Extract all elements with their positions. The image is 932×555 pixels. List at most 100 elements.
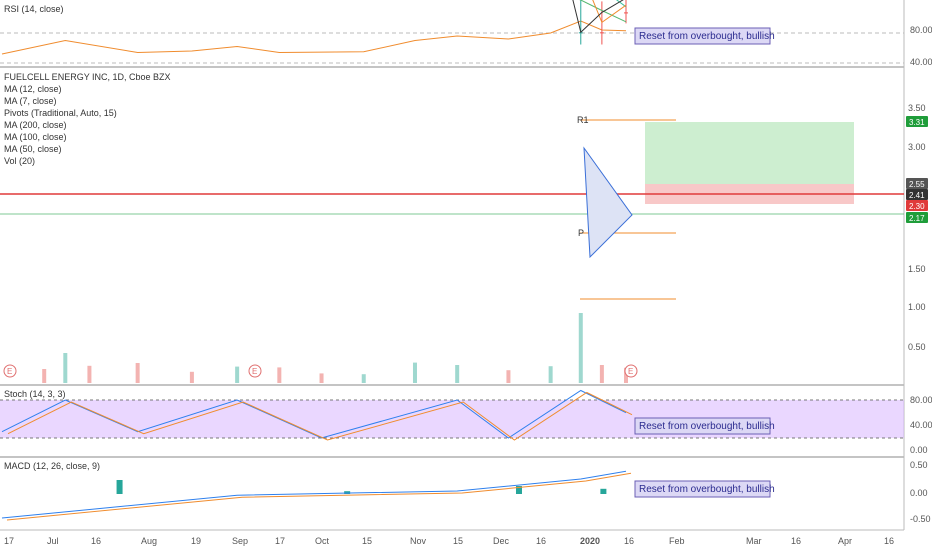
rsi-tick-40: 40.00: [910, 57, 932, 67]
rsi-panel: RSI (14, close) 80.00 40.00: [0, 4, 932, 67]
target-zone: [645, 122, 854, 184]
stoch-tick: 40.00: [910, 420, 932, 430]
volume-bar: [624, 367, 628, 383]
price-tag: 2.17: [906, 212, 928, 223]
time-tick: Mar: [746, 536, 762, 546]
candle: [599, 32, 604, 34]
price-tag-bg: [906, 189, 928, 200]
time-tick: 17: [275, 536, 285, 546]
volume-bar: [235, 366, 240, 383]
volume-bar: [599, 365, 604, 383]
price-tag-bg: [906, 178, 928, 189]
macd-tick: -0.50: [910, 514, 931, 524]
ma7-line: [572, 0, 624, 34]
annotation-box: [634, 480, 771, 498]
annotation-text: Reset from overbought, bullish: [639, 31, 775, 42]
macd-tick: 0.50: [910, 460, 928, 470]
time-tick: Sep: [232, 536, 248, 546]
price-tag-text: 3.31: [909, 118, 925, 127]
price-tag: 2.41: [906, 189, 928, 200]
volume-bar: [361, 374, 366, 383]
rsi-tick-80: 80.00: [910, 25, 932, 35]
price-tick: 0.50: [908, 342, 926, 352]
study-pivots: Pivots (Traditional, Auto, 15): [4, 108, 117, 118]
study-ma200: MA (200, close): [4, 120, 67, 130]
price-tick: 3.00: [908, 142, 926, 152]
annotation-callout[interactable]: Reset from overbought, bullish: [634, 480, 775, 498]
volume-bars: [42, 313, 628, 383]
earnings-marker[interactable]: E: [248, 364, 262, 378]
price-tag-bg: [906, 212, 928, 223]
volume-bar: [319, 373, 324, 383]
time-tick: Nov: [410, 536, 427, 546]
study-ma50: MA (50, close): [4, 144, 62, 154]
triangle-pattern: [583, 146, 633, 259]
price-tag-text: 2.30: [909, 202, 925, 211]
price-tick: 1.50: [908, 264, 926, 274]
study-ma7: MA (7, close): [4, 96, 57, 106]
volume-bar: [412, 362, 417, 383]
price-panel: R1 P E E E FUELCELL ENERGY INC, 1D, Cboe…: [0, 0, 928, 383]
time-tick: 16: [884, 536, 894, 546]
candles: [578, 0, 628, 45]
stoch-tick: 80.00: [910, 395, 932, 405]
pivot-r1-label: R1: [577, 115, 589, 125]
annotation-box: [634, 417, 771, 435]
annotation-callout[interactable]: Reset from overbought, bullish: [634, 417, 775, 435]
earnings-circle-1: [3, 364, 17, 378]
macd-bar: [515, 486, 522, 494]
time-tick: Feb: [669, 536, 685, 546]
time-tick: Jul: [47, 536, 59, 546]
time-tick: 15: [453, 536, 463, 546]
macd-line: [1, 470, 627, 519]
study-ma100: MA (100, close): [4, 132, 67, 142]
annotation-text: Reset from overbought, bullish: [639, 484, 775, 495]
price-tick: 1.00: [908, 302, 926, 312]
time-tick: Apr: [838, 536, 852, 546]
price-tag: 2.30: [906, 200, 928, 211]
macd-bar: [116, 480, 123, 494]
earnings-marker[interactable]: E: [624, 364, 638, 378]
earnings-text-2: E: [252, 367, 257, 376]
earnings-text-3: E: [628, 367, 633, 376]
annotation-text: Reset from overbought, bullish: [639, 421, 775, 432]
pivot-p-label: P: [578, 228, 584, 238]
annotation-callout[interactable]: Reset from overbought, bullish: [634, 27, 775, 45]
time-tick: 16: [536, 536, 546, 546]
stoch-panel: Stoch (14, 3, 3) 80.00 40.00 0.00: [0, 389, 932, 455]
price-tag: 2.55: [906, 178, 928, 189]
price-tick: 3.50: [908, 103, 926, 113]
time-tick: 17: [4, 536, 14, 546]
time-tick: Aug: [141, 536, 157, 546]
earnings-text-1: E: [7, 367, 12, 376]
volume-bar: [455, 365, 460, 383]
time-tick: Dec: [493, 536, 510, 546]
earnings-circle-3: [624, 364, 638, 378]
price-tag-text: 2.41: [909, 191, 925, 200]
volume-bar: [506, 370, 511, 383]
volume-bar: [578, 313, 583, 383]
study-ma12: MA (12, close): [4, 84, 62, 94]
stoch-d-line: [7, 391, 633, 441]
time-tick: Oct: [315, 536, 330, 546]
earnings-marker[interactable]: E: [3, 364, 17, 378]
macd-histogram: [116, 480, 607, 494]
time-tick: 16: [791, 536, 801, 546]
stoch-k-line: [1, 389, 627, 439]
time-tick: 16: [91, 536, 101, 546]
annotation-box: [634, 27, 771, 45]
volume-bar: [548, 366, 553, 383]
stoch-tick: 0.00: [910, 445, 928, 455]
price-tag-text: 2.55: [909, 180, 925, 189]
volume-bar: [63, 353, 68, 383]
rsi-line: [1, 20, 627, 55]
price-tag-bg: [906, 116, 928, 127]
ma200-line: [579, 0, 627, 23]
time-tick: 16: [624, 536, 634, 546]
price-tag-text: 2.17: [909, 214, 925, 223]
candle: [624, 12, 628, 14]
macd-tick: 0.00: [910, 488, 928, 498]
volume-bar: [42, 369, 47, 383]
macd-label: MACD (12, 26, close, 9): [4, 461, 100, 471]
